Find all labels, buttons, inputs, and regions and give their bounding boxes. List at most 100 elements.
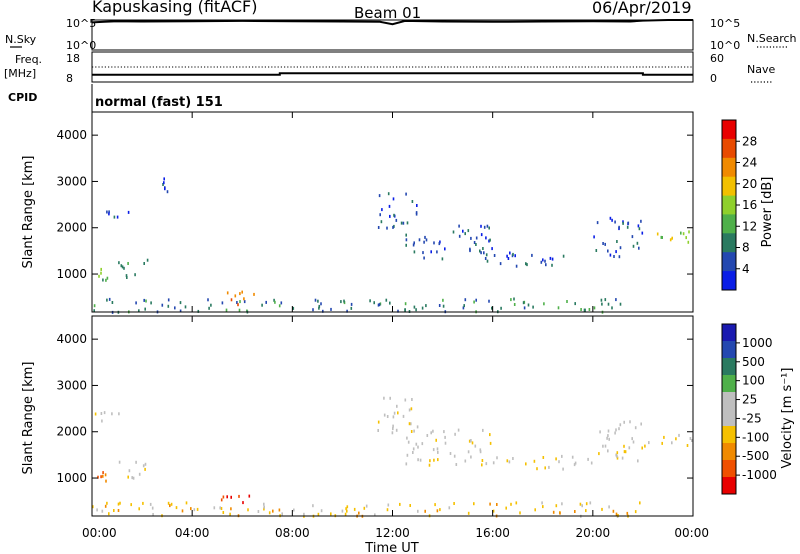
scatter-cell [688,230,690,234]
noise-right-tick-top: 10^5 [710,17,740,30]
scatter-cell [615,428,617,432]
scatter-cell [350,302,353,306]
scatter-cell [105,479,107,483]
scatter-cell [393,213,395,217]
x-tick-label: 12:00 [375,526,410,540]
scatter-cell [469,247,471,251]
scatter-cell [437,450,439,454]
scatter-cell [473,502,475,506]
scatter-cell [397,411,399,415]
scatter-cell [485,236,487,240]
scatter-cell [500,306,502,310]
scatter-cell [660,235,663,239]
scatter-cell [566,300,568,303]
scatter-cell [106,210,108,214]
scatter-cell [405,192,407,196]
scatter-cell [344,512,347,516]
scatter-cell [555,457,557,461]
colorbar-segment [722,120,736,140]
scatter-cell [458,224,460,228]
scatter-cell [669,238,672,242]
scatter-cell [436,509,439,513]
scatter-cell [406,453,409,457]
noise-left-tick-bottom: 10^0 [66,39,96,52]
colorbar-tick-label: 500 [742,355,765,369]
scatter-cell [433,458,435,462]
scatter-cell [230,298,233,302]
scatter-cell [510,502,512,506]
colorbar-segment [722,443,736,461]
scatter-cell [392,225,394,229]
scatter-cell [619,302,622,306]
scatter-cell [549,256,552,260]
scatter-cell [551,263,553,267]
scatter-cell [144,462,147,466]
scatter-cell [236,301,238,304]
scatter-cell [482,428,484,432]
y-tick-label: 2000 [56,425,87,439]
noise-panel: N.Sky 10^5 10^0 10^5 10^0 N.Search [5,17,797,52]
scatter-cell [166,190,169,194]
scatter-cell [210,303,212,307]
scatter-cell [377,420,380,424]
x-tick-label: 04:00 [175,526,210,540]
scatter-cell [473,241,476,244]
scatter-cell [491,247,493,251]
velocity-cbar-label: Velocity [m s⁻¹] [780,368,795,469]
scatter-cell [381,208,383,212]
scatter-cell [143,298,145,302]
x-tick-label: 20:00 [576,526,611,540]
scatter-cell [391,431,394,435]
scatter-cell [268,511,271,515]
colorbar-segment [722,426,736,444]
scatter-cell [402,414,405,418]
scatter-cell [167,304,170,308]
scatter-cell [121,265,124,269]
scatter-cell [485,253,488,257]
scatter-cell [587,457,589,461]
colorbar-tick-label: -25 [742,411,762,425]
scatter-cell [185,501,188,505]
scatter-cell [496,456,498,460]
scatter-cell [448,506,451,510]
scatter-cell [637,224,640,228]
scatter-cell [101,509,104,513]
freq-right-tick-top: 60 [710,52,724,65]
scatter-cell [106,501,108,505]
scatter-cell [389,301,391,305]
scatter-cell [388,204,391,208]
scatter-cell [239,300,241,304]
colorbar-segment [722,176,736,197]
scatter-cell [616,456,619,460]
scatter-cell [489,441,492,445]
scatter-cell [392,415,395,419]
scatter-cell [628,446,631,450]
scatter-cell [293,508,295,512]
scatter-cell [571,455,574,459]
scatter-cell [438,242,441,246]
scatter-cell [135,301,137,305]
colorbar-tick-label: 28 [742,134,757,148]
scatter-cell [611,306,613,310]
power-ylabel: Slant Range [km] [21,156,36,269]
scatter-cell [488,226,490,230]
scatter-cell [611,218,613,222]
scatter-cell [253,292,255,296]
scatter-cell [442,298,444,302]
scatter-cell [100,412,103,415]
scatter-cell [135,460,137,464]
scatter-cell [395,428,398,432]
scatter-cell [230,507,232,511]
x-tick-label: 16:00 [475,526,510,540]
scatter-cell [179,309,182,313]
scatter-cell [609,216,612,220]
scatter-cell [318,304,321,308]
scatter-cell [118,460,121,464]
scatter-cell [380,220,383,224]
scatter-cell [387,503,390,507]
scatter-cell [392,424,394,428]
colorbar-tick-label: 12 [742,219,757,233]
scatter-cell [393,411,396,415]
scatter-cell [421,306,424,310]
scatter-cell [317,512,320,516]
